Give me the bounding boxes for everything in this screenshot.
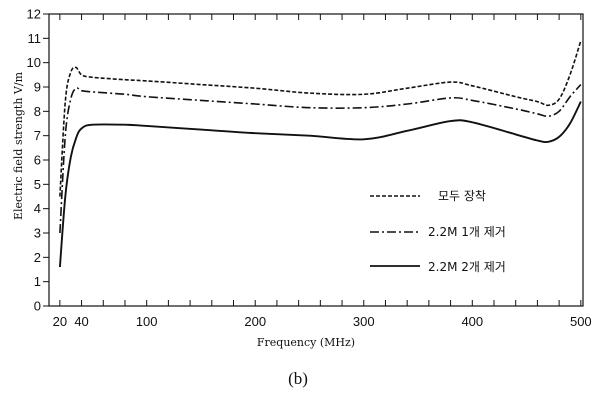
legend-label-all-mounted: 모두 장착 xyxy=(438,189,486,203)
y-axis-title: Electric field strength V/m xyxy=(12,71,25,220)
legend-label-one-removed: 2.2M 1개 제거 xyxy=(428,225,506,239)
y-tick-label: 1 xyxy=(34,274,41,289)
y-tick-label: 0 xyxy=(34,299,41,314)
x-tick-label: 100 xyxy=(136,314,158,329)
y-tick-label: 2 xyxy=(34,250,41,265)
x-tick-label: 40 xyxy=(74,314,88,329)
x-tick-label: 500 xyxy=(570,314,592,329)
y-tick-label: 4 xyxy=(34,201,41,216)
y-tick-label: 11 xyxy=(28,31,42,46)
legend-label-two-removed: 2.2M 2개 제거 xyxy=(428,260,506,274)
series-line-1 xyxy=(59,84,582,234)
x-tick-label: 20 xyxy=(53,314,67,329)
x-tick-label: 400 xyxy=(461,314,483,329)
x-tick-label: 300 xyxy=(353,314,375,329)
y-tick-label: 12 xyxy=(27,7,41,22)
y-tick-label: 6 xyxy=(34,153,41,168)
series-line-0 xyxy=(59,40,582,197)
x-tick-label: 200 xyxy=(244,314,266,329)
series-line-2 xyxy=(58,101,582,268)
y-tick-label: 9 xyxy=(34,80,41,95)
x-axis: 20 40 100 200 300 400 500 xyxy=(53,14,592,329)
y-tick-label: 7 xyxy=(34,128,41,143)
y-tick-label: 5 xyxy=(34,177,41,192)
figure-caption: (b) xyxy=(288,369,308,388)
legend: 모두 장착 2.2M 1개 제거 2.2M 2개 제거 xyxy=(370,189,506,274)
y-tick-label: 8 xyxy=(34,104,41,119)
series-lines xyxy=(58,40,582,268)
x-axis-title: Frequency (MHz) xyxy=(257,336,355,349)
y-tick-label: 3 xyxy=(34,226,41,241)
y-tick-label: 10 xyxy=(27,55,41,70)
